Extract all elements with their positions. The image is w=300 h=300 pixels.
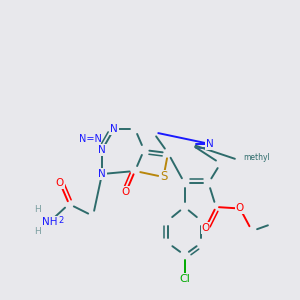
Text: N: N [98, 169, 106, 179]
Text: O: O [236, 203, 244, 214]
Text: O: O [201, 223, 210, 233]
Text: 2: 2 [58, 216, 64, 225]
Text: H: H [34, 226, 41, 236]
Text: N: N [98, 145, 106, 155]
Text: NH: NH [42, 217, 57, 227]
Text: Cl: Cl [179, 274, 190, 284]
Text: N: N [110, 124, 118, 134]
Text: O: O [122, 187, 130, 197]
Text: H: H [34, 206, 41, 214]
Text: methyl: methyl [243, 153, 270, 162]
Text: N=N: N=N [79, 134, 102, 145]
Text: O: O [56, 178, 64, 188]
Text: S: S [160, 170, 167, 184]
Text: N: N [206, 139, 214, 149]
